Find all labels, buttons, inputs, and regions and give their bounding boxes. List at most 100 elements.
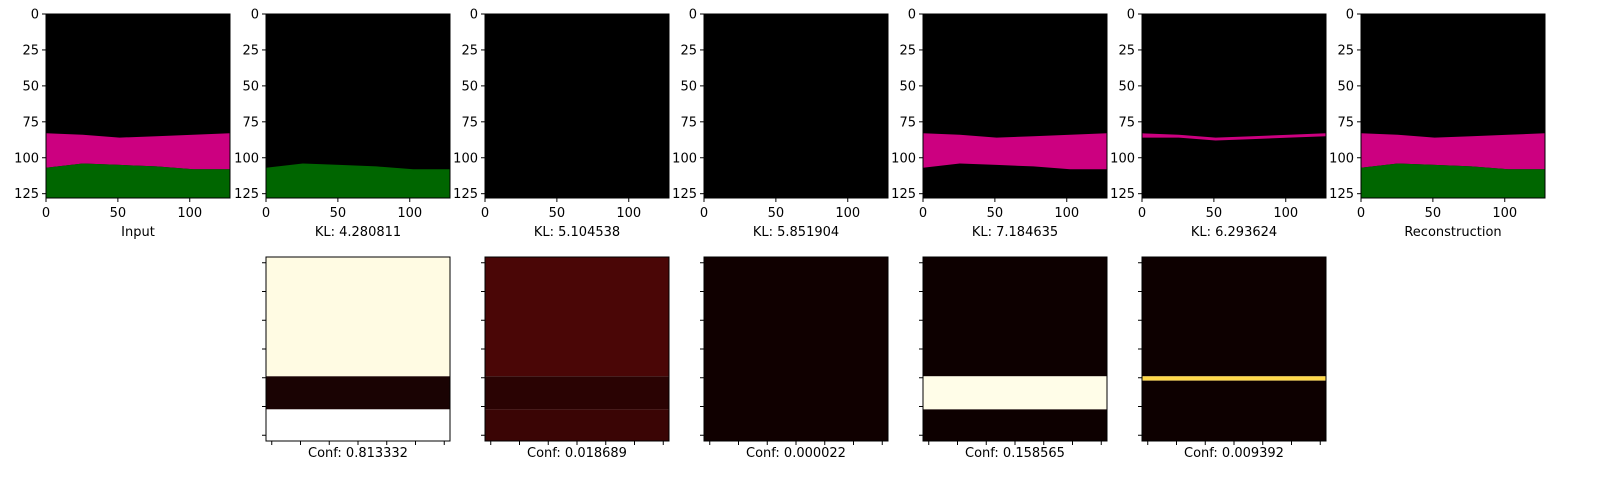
- y-tick-label: 0: [908, 8, 916, 23]
- bottom-panel-1: Conf: 0.018689: [481, 256, 670, 461]
- y-tick-label: 25: [22, 43, 39, 58]
- x-tick-label: 50: [1425, 206, 1442, 221]
- x-tick-label: 100: [616, 206, 641, 221]
- y-tick-label: 25: [1337, 43, 1354, 58]
- panel-frame: [703, 13, 889, 199]
- y-tick-label: 50: [899, 79, 916, 94]
- panel-caption: Conf: 0.813332: [308, 446, 408, 461]
- y-tick-label: 75: [1337, 115, 1354, 130]
- x-tick-label: 50: [1206, 206, 1223, 221]
- y-tick-label: 50: [1118, 79, 1135, 94]
- x-tick-label: 0: [700, 206, 708, 221]
- x-tick-label: 0: [1357, 206, 1365, 221]
- heat-band: [923, 409, 1107, 441]
- x-tick-label: 100: [1054, 206, 1079, 221]
- heat-band: [1142, 380, 1326, 441]
- segment-layer-magenta: [1142, 133, 1326, 141]
- x-tick-label: 50: [549, 206, 566, 221]
- y-tick-label: 50: [1337, 79, 1354, 94]
- y-tick-label: 0: [31, 8, 39, 23]
- y-tick-label: 100: [891, 151, 916, 166]
- heat-band: [1142, 376, 1326, 381]
- panel-background: [1142, 14, 1326, 198]
- y-tick-label: 0: [1127, 8, 1135, 23]
- y-tick-label: 100: [1110, 151, 1135, 166]
- y-tick-label: 100: [672, 151, 697, 166]
- panel-caption: KL: 6.293624: [1191, 225, 1277, 240]
- panel-frame: [265, 13, 451, 199]
- heat-band: [485, 409, 669, 441]
- y-tick-label: 100: [234, 151, 259, 166]
- panel-caption: KL: 5.104538: [534, 225, 620, 240]
- y-tick-label: 25: [899, 43, 916, 58]
- x-tick-label: 100: [1492, 206, 1517, 221]
- x-tick-label: 0: [42, 206, 50, 221]
- y-tick-label: 75: [680, 115, 697, 130]
- heat-band: [266, 257, 450, 377]
- heat-band: [485, 376, 669, 410]
- y-tick-label: 75: [242, 115, 259, 130]
- panel-background: [485, 14, 669, 198]
- panel-caption: Reconstruction: [1404, 225, 1501, 240]
- heat-band: [485, 257, 669, 377]
- x-tick-label: 100: [397, 206, 422, 221]
- panel-caption: Conf: 0.009392: [1184, 446, 1284, 461]
- y-tick-label: 125: [453, 187, 478, 202]
- panel-frame: [484, 13, 670, 199]
- bottom-panel-0: Conf: 0.813332: [262, 256, 451, 461]
- panel-background: [704, 14, 888, 198]
- y-tick-label: 125: [1329, 187, 1354, 202]
- segment-layer-magenta: [46, 133, 230, 170]
- y-tick-label: 0: [251, 8, 259, 23]
- y-tick-label: 125: [14, 187, 39, 202]
- heat-band: [266, 376, 450, 410]
- x-tick-label: 0: [481, 206, 489, 221]
- y-tick-label: 25: [461, 43, 478, 58]
- y-tick-label: 0: [470, 8, 478, 23]
- segment-layer-magenta: [923, 133, 1107, 170]
- panel-frame: [1141, 13, 1327, 199]
- y-tick-label: 100: [1329, 151, 1354, 166]
- heat-band: [923, 376, 1107, 410]
- panel-caption: Conf: 0.158565: [965, 446, 1065, 461]
- y-tick-label: 25: [1118, 43, 1135, 58]
- segment-layer-green: [46, 163, 230, 198]
- y-tick-label: 50: [680, 79, 697, 94]
- y-tick-label: 75: [1118, 115, 1135, 130]
- panel-caption: Input: [121, 225, 155, 240]
- y-tick-label: 125: [672, 187, 697, 202]
- x-tick-label: 0: [919, 206, 927, 221]
- panel-caption: Conf: 0.000022: [746, 446, 846, 461]
- bottom-panel-2: Conf: 0.000022: [700, 256, 889, 461]
- y-tick-label: 75: [899, 115, 916, 130]
- bottom-panel-3: Conf: 0.158565: [919, 256, 1108, 461]
- segment-layer-magenta: [1361, 133, 1545, 170]
- x-tick-label: 0: [262, 206, 270, 221]
- panel-frame: [922, 13, 1108, 199]
- panel-caption: KL: 5.851904: [753, 225, 839, 240]
- panel-background: [923, 14, 1107, 198]
- panel-frame: [45, 13, 231, 199]
- y-tick-label: 75: [22, 115, 39, 130]
- panel-frame: [1360, 13, 1546, 199]
- heat-band: [704, 257, 888, 441]
- segment-layer-green: [266, 163, 450, 198]
- x-tick-label: 100: [835, 206, 860, 221]
- x-tick-label: 50: [768, 206, 785, 221]
- x-tick-label: 50: [987, 206, 1004, 221]
- y-tick-label: 75: [461, 115, 478, 130]
- x-tick-label: 100: [177, 206, 202, 221]
- panel-caption: KL: 7.184635: [972, 225, 1058, 240]
- y-tick-label: 25: [680, 43, 697, 58]
- y-tick-label: 100: [453, 151, 478, 166]
- x-tick-label: 50: [330, 206, 347, 221]
- x-tick-label: 50: [110, 206, 127, 221]
- y-tick-label: 100: [14, 151, 39, 166]
